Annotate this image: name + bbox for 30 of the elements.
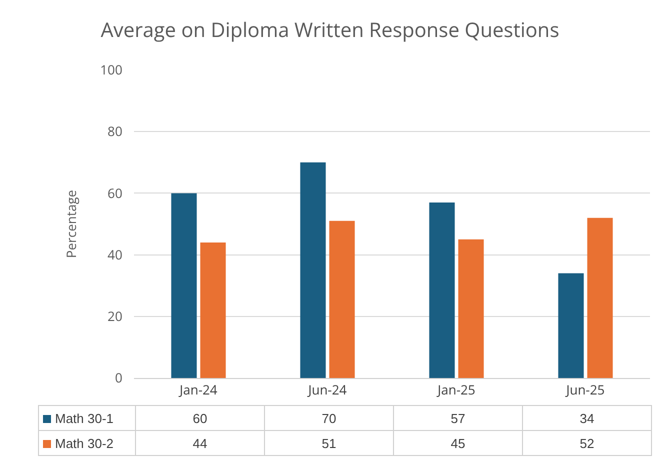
data-label: 60 [136,406,264,430]
x-tick-label: Jan-25 [436,380,476,399]
x-tick-label: Jan-24 [178,380,218,399]
data-label: 70 [264,406,394,430]
bar [458,239,484,378]
bar [429,202,455,378]
chart-title: Average on Diploma Written Response Questions [100,16,560,43]
bar [329,220,355,378]
y-tick-label: 60 [108,184,122,202]
bar [200,242,226,378]
y-tick-label: 20 [108,306,122,325]
y-axis-title: Percentage [62,190,80,258]
y-tick-label: 0 [114,368,122,387]
x-tick-label: Jun-24 [306,380,348,399]
bar [171,193,197,378]
data-label: 52 [522,430,652,456]
data-label: 44 [136,430,264,456]
data-label: 51 [264,430,394,456]
data-label: 45 [394,430,522,456]
bar [587,218,613,378]
data-label: 57 [394,406,522,430]
legend-label: Math 30-2 [55,436,114,450]
bar [558,273,584,378]
y-tick-label: 40 [108,245,122,264]
legend-label: Math 30-1 [55,410,114,426]
y-tick-label: 80 [108,122,122,140]
bar [300,162,326,378]
data-label: 34 [522,406,652,430]
y-tick-label: 100 [100,60,122,79]
x-tick-label: Jun-25 [564,380,605,399]
